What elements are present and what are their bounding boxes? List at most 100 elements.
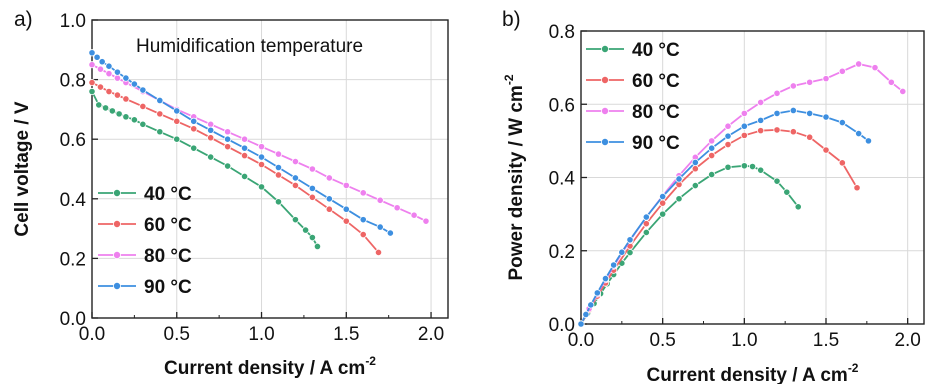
data-point — [376, 223, 384, 231]
legend-item: 80 °C — [586, 102, 680, 123]
legend-item: 80 °C — [98, 246, 192, 267]
data-point — [122, 95, 130, 103]
data-point — [864, 137, 873, 145]
data-point — [587, 301, 595, 309]
x-tick-label: 0.5 — [649, 330, 675, 351]
data-point — [773, 177, 781, 185]
y-axis-title-main: Cell voltage / V — [12, 101, 33, 236]
y-tick-label: 0.6 — [549, 95, 575, 116]
data-point — [577, 320, 585, 328]
legend-item: 90 °C — [98, 277, 192, 298]
series-90C — [88, 49, 394, 237]
data-point — [139, 86, 147, 94]
data-point — [757, 166, 765, 174]
data-point — [724, 122, 732, 130]
data-point — [610, 261, 618, 269]
y-tick-label: 0.2 — [60, 249, 86, 270]
data-point — [675, 175, 683, 183]
data-point — [207, 134, 215, 142]
x-axis-title-sup: -2 — [848, 361, 859, 375]
data-point — [724, 132, 732, 140]
data-point — [740, 162, 748, 170]
panel-a: 0.0 0.5 1.0 1.5 2.0 0.0 0.2 0.4 0.6 0.8 1.0 40 °C 60… — [12, 8, 449, 379]
data-point — [207, 126, 215, 134]
y-tick-label: 0.4 — [549, 169, 576, 190]
y-tick-label: 0.8 — [549, 22, 575, 43]
data-point — [422, 217, 430, 225]
data-point — [224, 162, 232, 170]
x-tick-label: 1.0 — [248, 324, 274, 345]
data-point — [301, 226, 310, 234]
data-point — [773, 89, 781, 97]
series-80C — [88, 61, 430, 225]
data-point — [96, 83, 105, 91]
series-40C — [577, 162, 802, 328]
x-axis-title-main: Current density / A cm — [164, 358, 365, 379]
data-point — [740, 131, 748, 139]
data-point — [122, 74, 130, 82]
data-point — [105, 70, 113, 78]
data-point — [374, 248, 383, 257]
data-point — [855, 60, 863, 68]
data-point — [806, 133, 814, 141]
data-point — [691, 181, 699, 190]
data-point — [740, 122, 748, 130]
plot-frame — [91, 19, 449, 319]
data-point — [105, 87, 113, 96]
data-point — [691, 158, 699, 167]
data-point — [88, 61, 96, 69]
data-point — [156, 96, 164, 105]
data-point — [257, 183, 266, 191]
data-point — [806, 109, 814, 118]
data-point — [274, 150, 283, 158]
data-point — [359, 189, 367, 197]
data-point — [240, 172, 249, 181]
legend-label: 90 °C — [632, 133, 680, 154]
y-axis-title: Power density / W cm-2 — [502, 74, 527, 280]
x-axis-title: Current density / A cm-2 — [647, 361, 859, 384]
data-point — [618, 248, 626, 256]
data-point — [257, 143, 266, 151]
data-point — [224, 128, 232, 136]
data-point — [113, 68, 122, 76]
series-60C — [577, 126, 861, 328]
data-point — [139, 120, 147, 128]
legend-item: 90 °C — [586, 133, 680, 154]
legend-label: 60 °C — [632, 71, 680, 92]
legend-marker — [113, 219, 122, 228]
data-point — [130, 116, 138, 124]
data-point — [88, 49, 96, 57]
data-point — [838, 159, 846, 167]
plot-frame — [580, 30, 925, 325]
data-point — [207, 153, 215, 161]
data-point — [659, 199, 667, 207]
data-point — [642, 213, 650, 221]
legend-label: 90 °C — [144, 277, 192, 298]
data-point — [115, 110, 123, 118]
data-point — [122, 113, 130, 121]
x-tick-label: 2.0 — [418, 324, 444, 345]
x-tick-label: 0.0 — [79, 324, 105, 345]
legend-label: 60 °C — [144, 215, 192, 236]
data-point — [342, 205, 350, 213]
legend-item: 60 °C — [586, 71, 680, 92]
y-tick-label: 0.8 — [60, 71, 86, 92]
data-point — [342, 217, 350, 225]
panel-label: b) — [502, 8, 521, 31]
data-point — [410, 211, 418, 219]
data-point — [308, 165, 316, 173]
series-40C — [88, 87, 322, 251]
data-point — [291, 216, 300, 224]
legend-label: 80 °C — [144, 246, 192, 267]
y-tick-label: 0.0 — [60, 309, 86, 330]
data-point — [757, 116, 765, 124]
data-point — [308, 233, 316, 242]
data-point — [291, 157, 300, 166]
data-point — [88, 78, 96, 87]
x-axis-title-sup: -2 — [365, 354, 376, 368]
data-point — [240, 151, 249, 160]
data-point — [887, 78, 895, 86]
data-point — [257, 160, 266, 169]
data-point — [659, 210, 667, 218]
